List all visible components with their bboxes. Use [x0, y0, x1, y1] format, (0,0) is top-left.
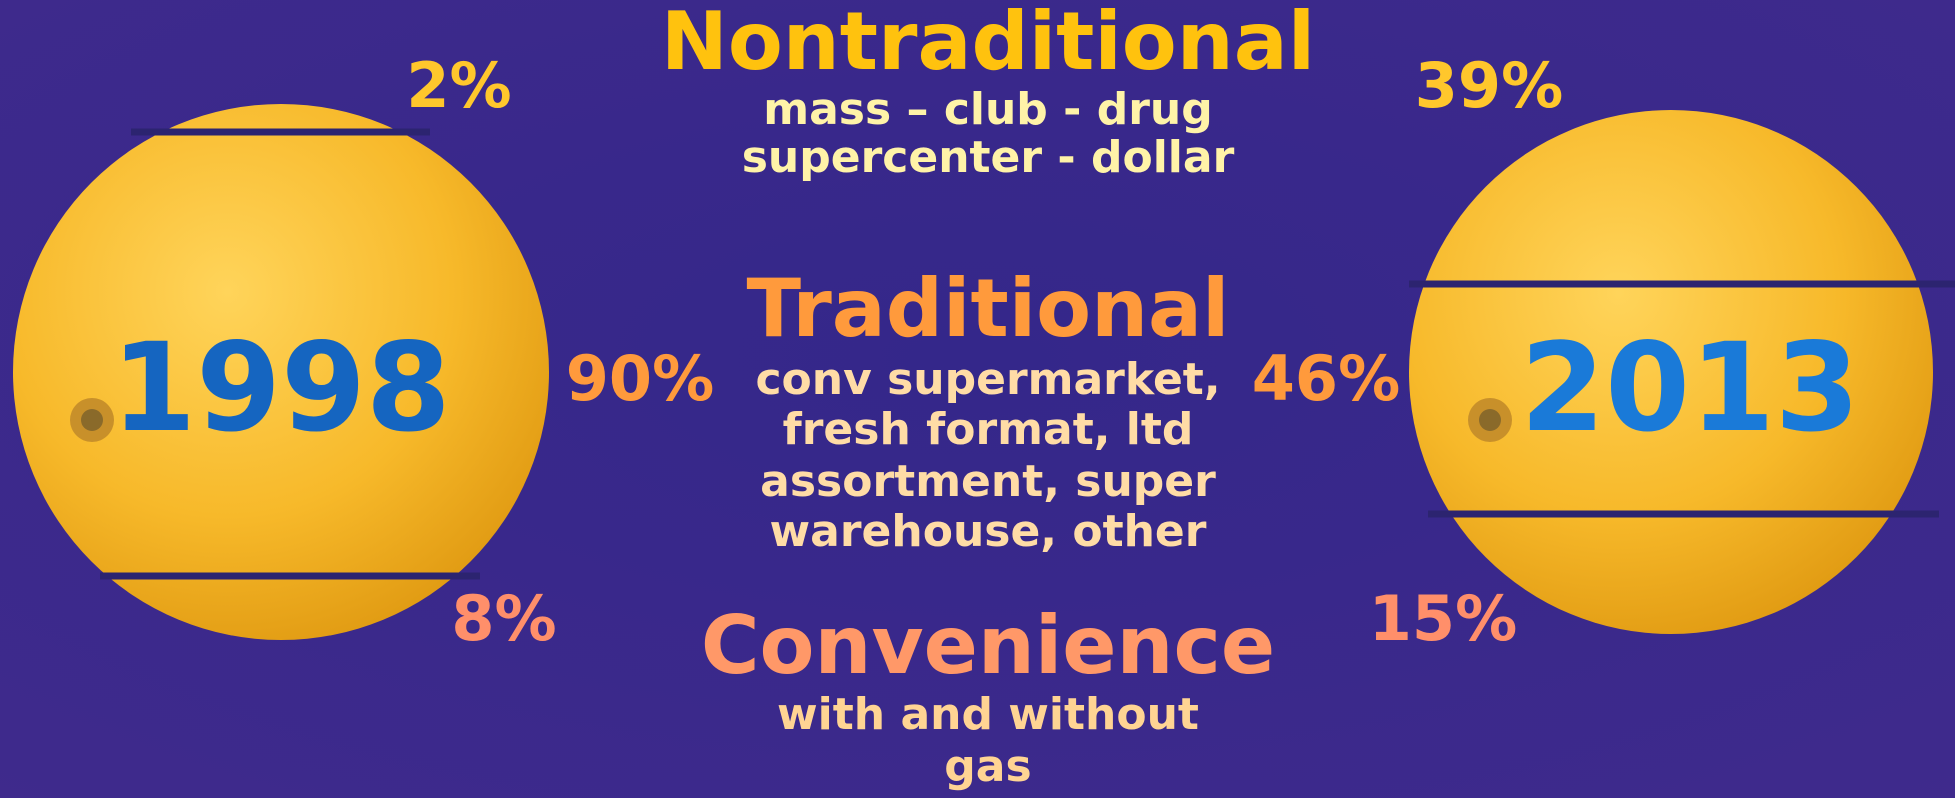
segment-title: Traditional — [747, 262, 1230, 355]
share: 8% — [451, 582, 556, 655]
segment-description: supercenter - dollar — [742, 132, 1235, 183]
calyx-center — [1479, 409, 1501, 431]
share: 90% — [566, 342, 714, 415]
share: 46% — [1252, 342, 1400, 415]
share: 15% — [1369, 582, 1517, 655]
calyx-center — [81, 409, 103, 431]
segment-description: gas — [944, 741, 1031, 792]
segment-description: fresh format, ltd — [783, 404, 1194, 455]
segment-description: assortment, super — [760, 456, 1216, 507]
segment-title: Nontraditional — [661, 0, 1315, 88]
share: 2% — [406, 49, 511, 122]
segment-description: warehouse, other — [770, 506, 1207, 557]
year-label: 2013 — [1520, 317, 1860, 459]
share: 39% — [1415, 49, 1563, 122]
segment-description: mass – club - drug — [763, 84, 1212, 135]
orange-1998: 1998 — [13, 104, 549, 640]
infographic: 1998 2013 2% 90% 8% 39% 46% 15% Nontradi… — [0, 0, 1955, 798]
page: {"segments": [ {"title": "Nontraditional… — [0, 0, 1955, 798]
year-label: 1998 — [111, 317, 451, 459]
segment-title: Convenience — [701, 599, 1275, 692]
segment-description: with and without — [777, 689, 1199, 740]
segment-description: conv supermarket, — [755, 354, 1220, 405]
